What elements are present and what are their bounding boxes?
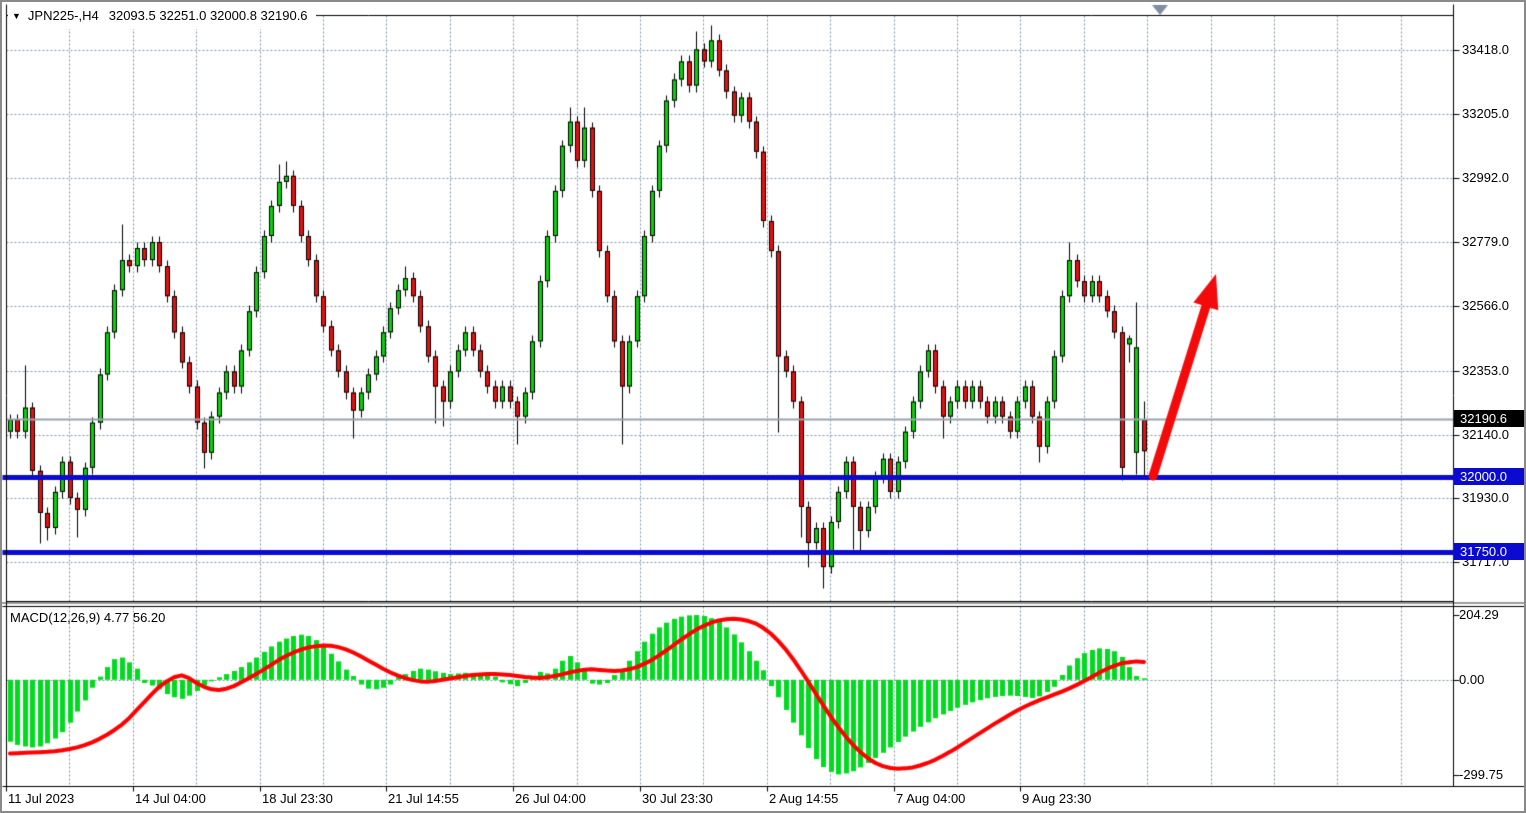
- current-price-tag: 32190.6: [1454, 410, 1524, 427]
- time-axis-label: 11 Jul 2023: [8, 791, 75, 806]
- support-level-price-tag[interactable]: 32000.0: [1454, 468, 1524, 485]
- macd-axis-tick-label: -299.75: [1459, 767, 1504, 782]
- price-axis-tick-label: 32140.0: [1462, 427, 1509, 442]
- price-axis-tick-label: 32779.0: [1462, 234, 1509, 249]
- macd-indicator-label: MACD(12,26,9) 4.77 56.20: [10, 610, 166, 625]
- symbol-dropdown-icon[interactable]: ▼: [12, 11, 21, 21]
- ohlc-values-label: 32093.5 32251.0 32000.8 32190.6: [108, 8, 308, 23]
- time-axis-label: 7 Aug 04:00: [896, 791, 966, 806]
- price-axis-tick-label: 32566.0: [1462, 298, 1509, 313]
- price-axis-tick-label: 33205.0: [1462, 106, 1509, 121]
- support-level-price-tag[interactable]: 31750.0: [1454, 543, 1524, 560]
- macd-axis-tick-label: 204.29: [1459, 607, 1499, 622]
- time-axis-label: 9 Aug 23:30: [1022, 791, 1092, 806]
- time-axis-label: 18 Jul 23:30: [262, 791, 333, 806]
- price-axis-tick-label: 32992.0: [1462, 170, 1509, 185]
- price-axis-tick-label: 33418.0: [1462, 42, 1509, 57]
- time-axis-label: 26 Jul 04:00: [515, 791, 586, 806]
- macd-axis-tick-label: 0.00: [1459, 672, 1485, 687]
- time-axis-label: 2 Aug 14:55: [769, 791, 839, 806]
- price-axis-tick-label: 32353.0: [1462, 363, 1509, 378]
- chart-title: ▼ JPN225-,H4 32093.5 32251.0 32000.8 32190…: [8, 7, 316, 29]
- price-axis-tick-label: 31930.0: [1462, 490, 1509, 505]
- time-axis-label: 30 Jul 23:30: [642, 791, 713, 806]
- time-axis-label: 21 Jul 14:55: [388, 791, 459, 806]
- symbol-period-label: JPN225-,H4: [27, 8, 99, 23]
- time-axis-label: 14 Jul 04:00: [135, 791, 206, 806]
